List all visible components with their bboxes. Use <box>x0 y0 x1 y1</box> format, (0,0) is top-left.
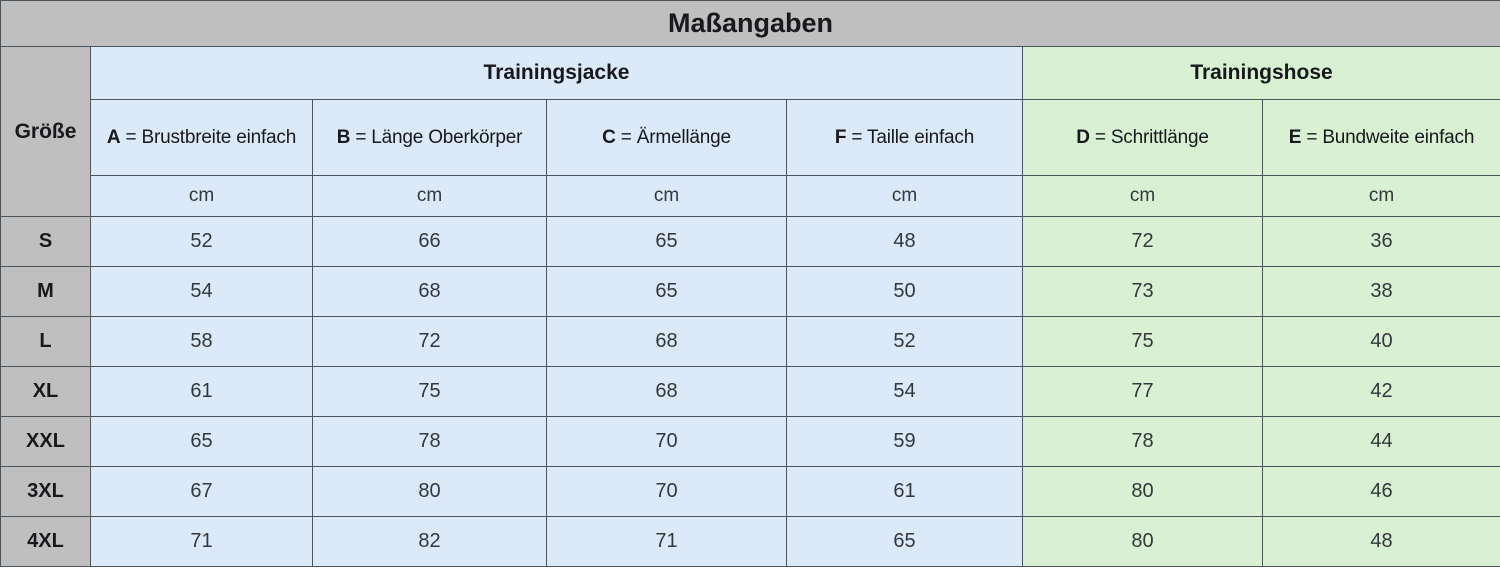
column-header-a: A = Brustbreite einfach <box>90 99 313 176</box>
size-column-header: Größe <box>0 46 91 217</box>
unit-row: cm cm cm cm cm cm <box>1 175 1500 217</box>
column-letter: E <box>1288 126 1302 148</box>
value-cell-s-b: 66 <box>312 216 547 267</box>
value-cell-xxl-e: 44 <box>1261 416 1500 467</box>
value-cell-4xl-c: 71 <box>546 516 787 567</box>
value-cell-xxl-d: 78 <box>1022 416 1263 467</box>
value-cell-l-e: 40 <box>1261 316 1500 367</box>
value-cell-m-b: 68 <box>312 266 547 317</box>
table-row-xl: XL 61 75 68 54 77 42 <box>0 366 1500 417</box>
table-row-xxl: XXL 65 78 70 59 78 44 <box>0 416 1500 467</box>
column-letter: D <box>1076 126 1090 148</box>
value-cell-m-c: 65 <box>546 266 787 317</box>
value-cell-3xl-a: 67 <box>90 466 313 517</box>
unit-cell-f: cm <box>786 175 1023 217</box>
group-header-trainingshose: Trainingshose <box>1021 46 1500 100</box>
measurement-header-row: A = Brustbreite einfach B = Länge Oberkör… <box>1 99 1500 176</box>
value-cell-4xl-f: 65 <box>786 516 1023 567</box>
unit-cell-c: cm <box>546 175 787 217</box>
size-label-4xl: 4XL <box>0 516 91 567</box>
value-cell-s-e: 36 <box>1261 216 1500 267</box>
column-letter: F <box>834 126 847 148</box>
size-label-m: M <box>0 266 91 317</box>
value-cell-3xl-e: 46 <box>1261 466 1500 517</box>
value-cell-3xl-f: 61 <box>786 466 1023 517</box>
column-header-f: F = Taille einfach <box>786 99 1023 176</box>
value-cell-xxl-f: 59 <box>786 416 1023 467</box>
table-row-4xl: 4XL 71 82 71 65 80 48 <box>0 516 1500 567</box>
value-cell-s-a: 52 <box>90 216 313 267</box>
table-header: Maßangaben Größe Trainingsjacke Training… <box>0 0 1500 217</box>
value-cell-xxl-a: 65 <box>90 416 313 467</box>
value-cell-l-f: 52 <box>786 316 1023 367</box>
value-cell-xl-d: 77 <box>1022 366 1263 417</box>
value-cell-xxl-c: 70 <box>546 416 787 467</box>
column-letter: A <box>106 126 121 148</box>
title-row: Maßangaben <box>0 0 1500 47</box>
column-header-b: B = Länge Oberkörper <box>312 99 547 176</box>
value-cell-xl-a: 61 <box>90 366 313 417</box>
table-row-s: S 52 66 65 48 72 36 <box>0 216 1500 267</box>
value-cell-xl-c: 68 <box>546 366 787 417</box>
size-label-xxl: XXL <box>0 416 91 467</box>
value-cell-4xl-d: 80 <box>1022 516 1263 567</box>
unit-cell-e: cm <box>1261 175 1500 217</box>
value-cell-xl-e: 42 <box>1261 366 1500 417</box>
size-label-l: L <box>0 316 91 367</box>
table-row-3xl: 3XL 67 80 70 61 80 46 <box>0 466 1500 517</box>
value-cell-l-c: 68 <box>546 316 787 367</box>
unit-cell-d: cm <box>1022 175 1263 217</box>
column-header-e: E = Bundweite einfach <box>1261 99 1500 176</box>
value-cell-4xl-b: 82 <box>312 516 547 567</box>
unit-cell-a: cm <box>90 175 313 217</box>
value-cell-l-d: 75 <box>1022 316 1263 367</box>
group-header-trainingsjacke: Trainingsjacke <box>90 46 1023 100</box>
group-header-row: Größe Trainingsjacke Trainingshose <box>0 46 1500 217</box>
size-label-s: S <box>0 216 91 267</box>
value-cell-xl-b: 75 <box>312 366 547 417</box>
unit-cell-b: cm <box>312 175 547 217</box>
value-cell-4xl-e: 48 <box>1261 516 1500 567</box>
value-cell-3xl-c: 70 <box>546 466 787 517</box>
value-cell-s-c: 65 <box>546 216 787 267</box>
value-cell-m-d: 73 <box>1022 266 1263 317</box>
value-cell-4xl-a: 71 <box>90 516 313 567</box>
size-label-xl: XL <box>0 366 91 417</box>
value-cell-3xl-b: 80 <box>312 466 547 517</box>
size-label-3xl: 3XL <box>0 466 91 517</box>
column-letter: B <box>336 126 351 148</box>
table-row-l: L 58 72 68 52 75 40 <box>0 316 1500 367</box>
value-cell-m-e: 38 <box>1261 266 1500 317</box>
value-cell-s-f: 48 <box>786 216 1023 267</box>
value-cell-m-a: 54 <box>90 266 313 317</box>
value-cell-s-d: 72 <box>1022 216 1263 267</box>
table-body: S 52 66 65 48 72 36 M 54 68 65 50 73 38 L 58 72 68 52 75 40 X… <box>0 216 1500 567</box>
value-cell-l-b: 72 <box>312 316 547 367</box>
value-cell-l-a: 58 <box>90 316 313 367</box>
column-letter: C <box>602 126 616 148</box>
value-cell-m-f: 50 <box>786 266 1023 317</box>
column-header-c: C = Ärmellänge <box>546 99 787 176</box>
value-cell-3xl-d: 80 <box>1022 466 1263 517</box>
chart-title: Maßangaben <box>0 0 1500 47</box>
table-row-m: M 54 68 65 50 73 38 <box>0 266 1500 317</box>
value-cell-xxl-b: 78 <box>312 416 547 467</box>
column-header-d: D = Schrittlänge <box>1022 99 1263 176</box>
value-cell-xl-f: 54 <box>786 366 1023 417</box>
